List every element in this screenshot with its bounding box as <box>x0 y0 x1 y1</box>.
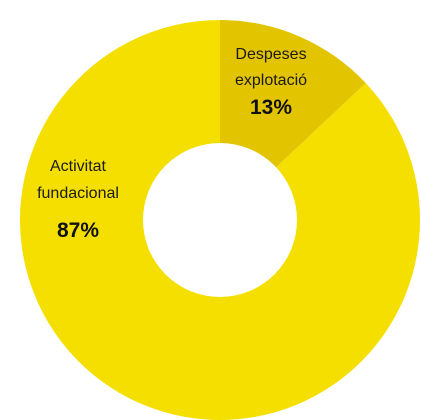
slice-activitat-label-line-1: Activitat <box>50 158 107 175</box>
slice-despeses-value-label: 13% <box>250 96 292 119</box>
slice-despeses-label-line-1: Despeses <box>235 46 306 63</box>
slice-despeses-label-line-2: explotació <box>235 72 307 89</box>
slice-activitat-label-line-2: fundacional <box>37 185 119 202</box>
donut-hole <box>143 143 297 297</box>
slice-despeses-labels: Despeses explotació 13% <box>235 46 307 119</box>
slice-activitat-value-label: 87% <box>57 219 99 242</box>
slice-activitat-labels: Activitat fundacional 87% <box>37 158 119 242</box>
